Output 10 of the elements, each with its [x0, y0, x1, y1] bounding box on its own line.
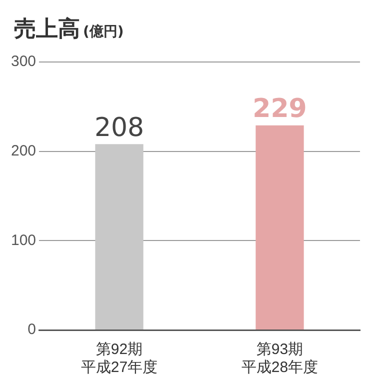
y-tick-label: 300	[10, 53, 36, 70]
chart-title: 売上高	[14, 17, 80, 42]
data-label: 208	[94, 112, 144, 143]
x-tick-label: 第93期平成28年度	[241, 341, 318, 376]
x-tick-label: 第92期平成27年度	[80, 341, 158, 376]
y-tick-label: 200	[10, 142, 36, 160]
y-tick-label: 100	[10, 232, 36, 249]
chart-subtitle: (億円)	[83, 24, 124, 40]
data-label: 229	[252, 94, 307, 124]
y-tick-label: 0	[28, 321, 36, 338]
